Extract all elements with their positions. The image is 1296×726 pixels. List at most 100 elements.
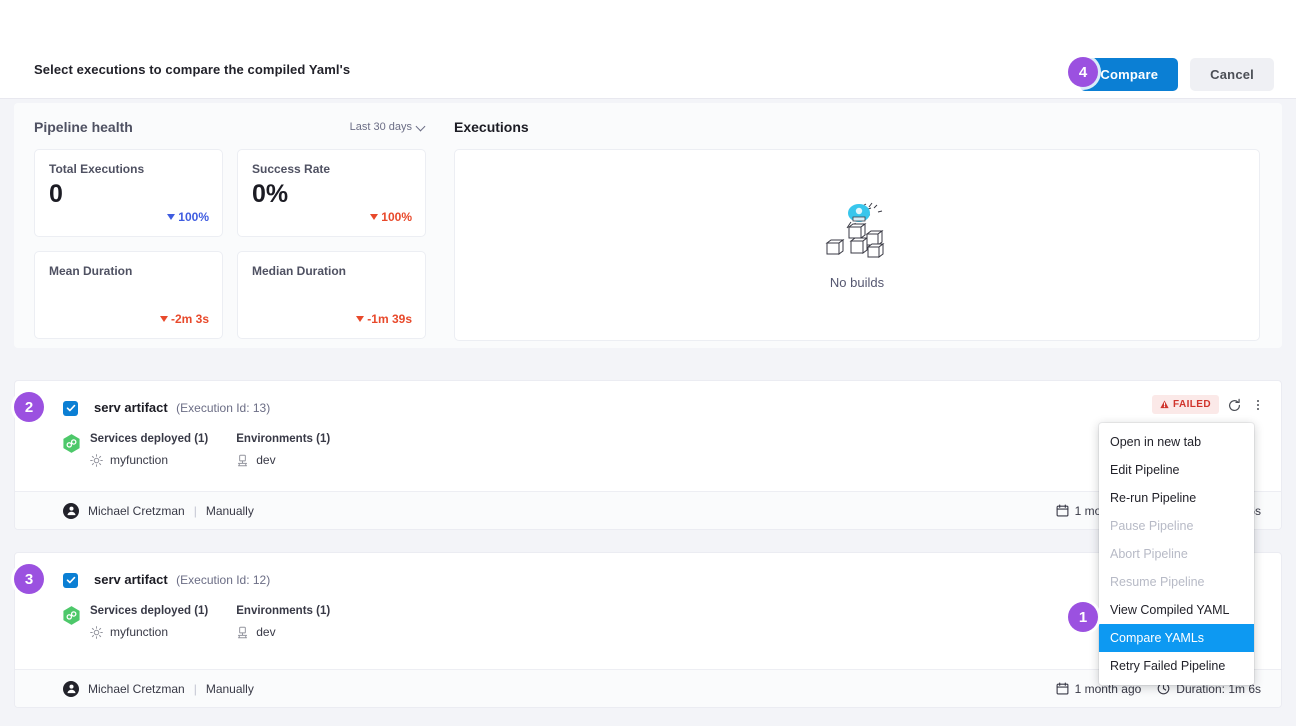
environment-entry: dev	[236, 453, 330, 467]
metric-delta: -1m 39s	[356, 312, 412, 326]
executions-panel: Executions	[446, 103, 1282, 348]
topbar-actions: Compare Cancel	[1080, 58, 1274, 91]
menu-item-view-compiled-yaml[interactable]: View Compiled YAML	[1110, 603, 1230, 617]
metric-value: 0	[49, 180, 63, 208]
pipeline-name: serv artifact	[94, 572, 168, 587]
footer-timing: 1 month ago Duration: 1m 6s	[1056, 682, 1261, 696]
execution-card-body: serv artifact (Execution Id: 12)	[15, 553, 1281, 707]
pipeline-health-panel: Pipeline health Last 30 days Total Execu…	[14, 103, 446, 348]
duration-label: Duration: 1m 6s	[1176, 681, 1261, 696]
refresh-icon	[1228, 398, 1240, 411]
continuous-deployment-icon	[63, 434, 80, 453]
metric-label: Mean Duration	[49, 264, 133, 278]
service-name: myfunction	[110, 625, 169, 639]
metric-label: Median Duration	[252, 264, 347, 278]
cancel-button[interactable]: Cancel	[1190, 58, 1274, 91]
footer-author: Michael Cretzman | Manually	[63, 502, 254, 519]
time-ago-label: 1 month ago	[1074, 681, 1142, 696]
environment-entry: dev	[236, 625, 330, 639]
trend-down-icon	[370, 214, 379, 220]
overview-band: Pipeline health Last 30 days Total Execu…	[14, 103, 1282, 348]
pipeline-health-header: Pipeline health Last 30 days	[34, 119, 426, 135]
check-icon	[66, 576, 75, 584]
execution-card[interactable]: serv artifact (Execution Id: 13)	[14, 380, 1282, 530]
step-marker-2: 2	[14, 392, 44, 422]
environments-column: Environments (1) dev	[236, 433, 330, 467]
trend-down-icon	[167, 214, 176, 220]
rerun-icon-button[interactable]	[1223, 394, 1245, 416]
menu-item-compare-yamls[interactable]: Compare YAMLs	[1099, 624, 1254, 652]
gear-icon	[90, 453, 103, 467]
services-column: Services deployed (1) myfunction	[90, 433, 208, 467]
environment-name: dev	[256, 453, 276, 467]
step-marker-1: 1	[1068, 602, 1098, 632]
service-entry: myfunction	[90, 625, 208, 639]
author-name: Michael Cretzman	[88, 503, 185, 518]
metric-delta-value: -1m 39s	[367, 312, 412, 326]
metric-label: Total Executions	[49, 162, 145, 176]
services-header: Services deployed (1)	[90, 433, 209, 445]
avatar	[63, 680, 79, 697]
menu-item-retry-failed-pipeline[interactable]: Retry Failed Pipeline	[1110, 659, 1226, 673]
step-marker-4: 4	[1068, 57, 1098, 87]
execution-meta: Services deployed (1) myfunction Environ…	[63, 605, 1261, 639]
environments-column: Environments (1) dev	[236, 605, 330, 639]
metric-label: Success Rate	[252, 162, 331, 176]
no-builds-illustration-icon	[825, 202, 885, 258]
user-icon	[66, 684, 76, 694]
execution-select-checkbox[interactable]	[63, 400, 78, 416]
metric-tile-median-duration: Median Duration -1m 39s	[237, 251, 426, 339]
menu-item-pause-pipeline: Pause Pipeline	[1110, 519, 1194, 533]
health-tile-grid: Total Executions 0 100% Success Rate 0% …	[34, 149, 426, 339]
status-badge-label: FAILED	[1173, 399, 1211, 410]
trigger-type: Manually	[205, 681, 254, 696]
execution-card-footer: Michael Cretzman | Manually 1 month ago	[15, 491, 1281, 529]
execution-card[interactable]: serv artifact (Execution Id: 12)	[14, 552, 1282, 708]
metric-delta: 100%	[370, 210, 412, 224]
user-icon	[66, 506, 76, 516]
environment-name: dev	[256, 625, 276, 639]
check-icon	[66, 404, 75, 412]
execution-meta: Services deployed (1) myfunction Environ…	[63, 433, 1261, 467]
environments-header: Environments (1)	[236, 605, 331, 617]
trend-down-icon	[356, 316, 365, 322]
pipeline-name: serv artifact	[94, 400, 168, 415]
more-options-button[interactable]	[1247, 394, 1269, 416]
metric-tile-mean-duration: Mean Duration -2m 3s	[34, 251, 223, 339]
execution-select-checkbox[interactable]	[63, 572, 78, 588]
top-action-bar: Select executions to compare the compile…	[0, 0, 1296, 99]
meta-columns: Services deployed (1) myfunction Environ…	[90, 605, 330, 639]
footer-separator: |	[193, 681, 197, 696]
avatar	[63, 502, 79, 519]
execution-name-group: serv artifact (Execution Id: 13)	[94, 399, 270, 417]
content-canvas: Pipeline health Last 30 days Total Execu…	[0, 99, 1296, 726]
chevron-down-icon	[417, 123, 426, 132]
meta-columns: Services deployed (1) myfunction Environ…	[90, 433, 330, 467]
trend-down-icon	[159, 316, 168, 322]
execution-header: serv artifact (Execution Id: 13)	[63, 399, 1261, 417]
execution-name-group: serv artifact (Execution Id: 12)	[94, 571, 270, 589]
menu-item-abort-pipeline: Abort Pipeline	[1110, 547, 1188, 561]
time-ago-item: 1 month ago	[1056, 681, 1142, 696]
trigger-type: Manually	[205, 503, 254, 518]
status-badge: FAILED	[1152, 395, 1219, 414]
time-range-dropdown[interactable]: Last 30 days	[350, 121, 426, 133]
footer-author: Michael Cretzman | Manually	[63, 680, 254, 697]
metric-tile-success-rate: Success Rate 0% 100%	[237, 149, 426, 237]
services-header: Services deployed (1)	[90, 605, 209, 617]
execution-header: serv artifact (Execution Id: 12)	[63, 571, 1261, 589]
calendar-icon	[1056, 504, 1069, 517]
metric-delta: -2m 3s	[159, 312, 209, 326]
page-title: Select executions to compare the compile…	[34, 62, 351, 77]
step-marker-3: 3	[14, 564, 44, 594]
environments-header: Environments (1)	[236, 433, 331, 445]
metric-delta-value: -2m 3s	[170, 312, 209, 326]
menu-item-edit-pipeline[interactable]: Edit Pipeline	[1110, 463, 1180, 477]
environment-icon	[238, 454, 248, 466]
menu-item-rerun-pipeline[interactable]: Re-run Pipeline	[1110, 491, 1197, 505]
no-builds-label: No builds	[829, 274, 885, 290]
menu-item-open-in-new-tab[interactable]: Open in new tab	[1110, 435, 1202, 449]
menu-item-resume-pipeline: Resume Pipeline	[1110, 575, 1205, 589]
author-name: Michael Cretzman	[88, 681, 185, 696]
